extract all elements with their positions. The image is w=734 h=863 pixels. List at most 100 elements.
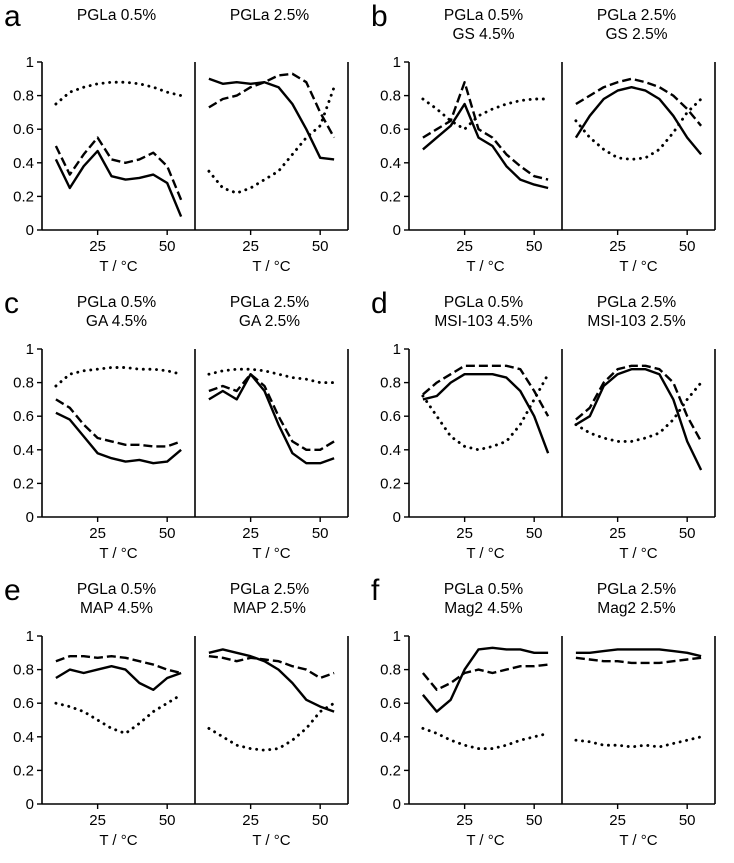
svg-text:1: 1 (26, 54, 34, 71)
svg-text:0: 0 (26, 509, 34, 526)
svg-text:T / °C: T / °C (99, 832, 137, 849)
svg-text:25: 25 (89, 812, 106, 829)
subplot-title: PGLa 2.5% GA 2.5% (193, 293, 346, 332)
svg-text:50: 50 (679, 238, 696, 255)
svg-text:0.6: 0.6 (13, 695, 34, 712)
title-line: PGLa 2.5% (596, 581, 677, 598)
svg-text:25: 25 (456, 812, 473, 829)
title-line: PGLa 2.5% (596, 294, 677, 311)
svg-text:0.2: 0.2 (13, 762, 34, 779)
svg-text:0.2: 0.2 (13, 475, 34, 492)
svg-text:0.6: 0.6 (13, 121, 34, 138)
svg-text:0.6: 0.6 (380, 121, 401, 138)
svg-text:0.6: 0.6 (380, 408, 401, 425)
title-line: PGLa 0.5% (76, 581, 157, 598)
subplot-title: PGLa 0.5% MAP 4.5% (40, 580, 193, 619)
svg-text:0.2: 0.2 (380, 475, 401, 492)
panel-letter: b (371, 0, 388, 33)
svg-text:0: 0 (26, 796, 34, 813)
svg-text:T / °C: T / °C (619, 545, 657, 562)
panel-titles: PGLa 0.5% MAP 4.5% PGLa 2.5% MAP 2.5% (0, 580, 360, 626)
subplot-title: PGLa 0.5% MSI-103 4.5% (407, 293, 560, 332)
panel-titles: PGLa 0.5% Mag2 4.5% PGLa 2.5% Mag2 2.5% (367, 580, 727, 626)
panel-titles: PGLa 0.5% MSI-103 4.5% PGLa 2.5% MSI-103… (367, 293, 727, 339)
title-line: GS 2.5% (605, 26, 668, 44)
title-line: PGLa 2.5% (229, 294, 310, 311)
svg-text:0.2: 0.2 (380, 762, 401, 779)
title-line: GA 2.5% (238, 313, 301, 331)
svg-text:0.8: 0.8 (380, 375, 401, 392)
title-line: PGLa 0.5% (76, 7, 157, 24)
title-line: GA 4.5% (85, 313, 148, 331)
svg-text:0: 0 (393, 796, 401, 813)
svg-text:50: 50 (312, 525, 329, 542)
title-line: MSI-103 2.5% (587, 313, 686, 331)
svg-text:25: 25 (609, 525, 626, 542)
title-line: PGLa 0.5% (443, 7, 524, 24)
panel-letter: d (371, 287, 388, 320)
svg-text:25: 25 (456, 238, 473, 255)
panel-d: d PGLa 0.5% MSI-103 4.5% PGLa 2.5% MSI-1… (367, 287, 734, 574)
subplot-title: PGLa 2.5% GS 2.5% (560, 6, 713, 45)
svg-text:50: 50 (159, 812, 176, 829)
svg-text:1: 1 (26, 341, 34, 358)
svg-text:50: 50 (526, 525, 543, 542)
subplot-title: PGLa 2.5% MAP 2.5% (193, 580, 346, 619)
svg-text:50: 50 (312, 238, 329, 255)
panel-d-chart: 1 0.8 0.6 0.4 0.2 0 25 50 T / °C 25 50 T / °C (380, 341, 716, 562)
svg-text:0.8: 0.8 (13, 662, 34, 679)
svg-text:T / °C: T / °C (252, 832, 290, 849)
svg-text:0.4: 0.4 (380, 729, 401, 746)
svg-text:1: 1 (393, 54, 401, 71)
svg-text:0.6: 0.6 (13, 408, 34, 425)
svg-text:0.8: 0.8 (380, 88, 401, 105)
svg-text:25: 25 (89, 238, 106, 255)
svg-text:1: 1 (26, 628, 34, 645)
title-line: PGLa 0.5% (443, 581, 524, 598)
svg-text:25: 25 (456, 525, 473, 542)
svg-text:T / °C: T / °C (466, 258, 504, 275)
panel-letter: e (4, 574, 21, 607)
subplot-title: PGLa 0.5% Mag2 4.5% (407, 580, 560, 619)
title-line: PGLa 0.5% (76, 294, 157, 311)
svg-text:0.4: 0.4 (380, 442, 401, 459)
svg-text:0.4: 0.4 (13, 729, 34, 746)
svg-text:0.8: 0.8 (13, 375, 34, 392)
title-line: Mag2 2.5% (597, 600, 676, 618)
svg-text:T / °C: T / °C (466, 832, 504, 849)
title-line: Mag2 4.5% (444, 600, 523, 618)
title-line: MAP 4.5% (80, 600, 153, 618)
panel-c: c PGLa 0.5% GA 4.5% PGLa 2.5% GA 2.5% 1 0… (0, 287, 367, 574)
panel-f-chart: 1 0.8 0.6 0.4 0.2 0 25 50 T / °C 25 50 T / °C (380, 628, 716, 849)
svg-text:50: 50 (526, 812, 543, 829)
panel-letter: a (4, 0, 21, 33)
title-line: PGLa 2.5% (596, 7, 677, 24)
svg-text:25: 25 (609, 812, 626, 829)
svg-text:0.6: 0.6 (380, 695, 401, 712)
svg-text:0.4: 0.4 (380, 155, 401, 172)
panel-f: f PGLa 0.5% Mag2 4.5% PGLa 2.5% Mag2 2.5… (367, 574, 734, 861)
svg-text:50: 50 (159, 525, 176, 542)
svg-text:50: 50 (312, 812, 329, 829)
panel-a: a PGLa 0.5% PGLa 2.5% 1 0.8 0.6 0.4 0.2 0 25 50… (0, 0, 367, 287)
panel-titles: PGLa 0.5% GA 4.5% PGLa 2.5% GA 2.5% (0, 293, 360, 339)
svg-text:50: 50 (159, 238, 176, 255)
svg-text:0: 0 (393, 222, 401, 239)
svg-text:25: 25 (242, 238, 259, 255)
subplot-title: PGLa 0.5% (40, 6, 193, 25)
svg-text:0.8: 0.8 (380, 662, 401, 679)
svg-text:T / °C: T / °C (466, 545, 504, 562)
svg-text:T / °C: T / °C (619, 832, 657, 849)
panel-titles: PGLa 0.5% PGLa 2.5% (0, 6, 360, 52)
title-line: MAP 2.5% (233, 600, 306, 618)
panel-c-chart: 1 0.8 0.6 0.4 0.2 0 25 50 T / °C 25 50 T / °C (13, 341, 349, 562)
title-line: PGLa 2.5% (229, 581, 310, 598)
svg-text:T / °C: T / °C (99, 258, 137, 275)
svg-text:50: 50 (679, 525, 696, 542)
panel-e-chart: 1 0.8 0.6 0.4 0.2 0 25 50 T / °C 25 50 T / °C (13, 628, 349, 849)
svg-text:0.2: 0.2 (380, 188, 401, 205)
svg-text:25: 25 (242, 812, 259, 829)
svg-text:25: 25 (89, 525, 106, 542)
svg-text:0.8: 0.8 (13, 88, 34, 105)
